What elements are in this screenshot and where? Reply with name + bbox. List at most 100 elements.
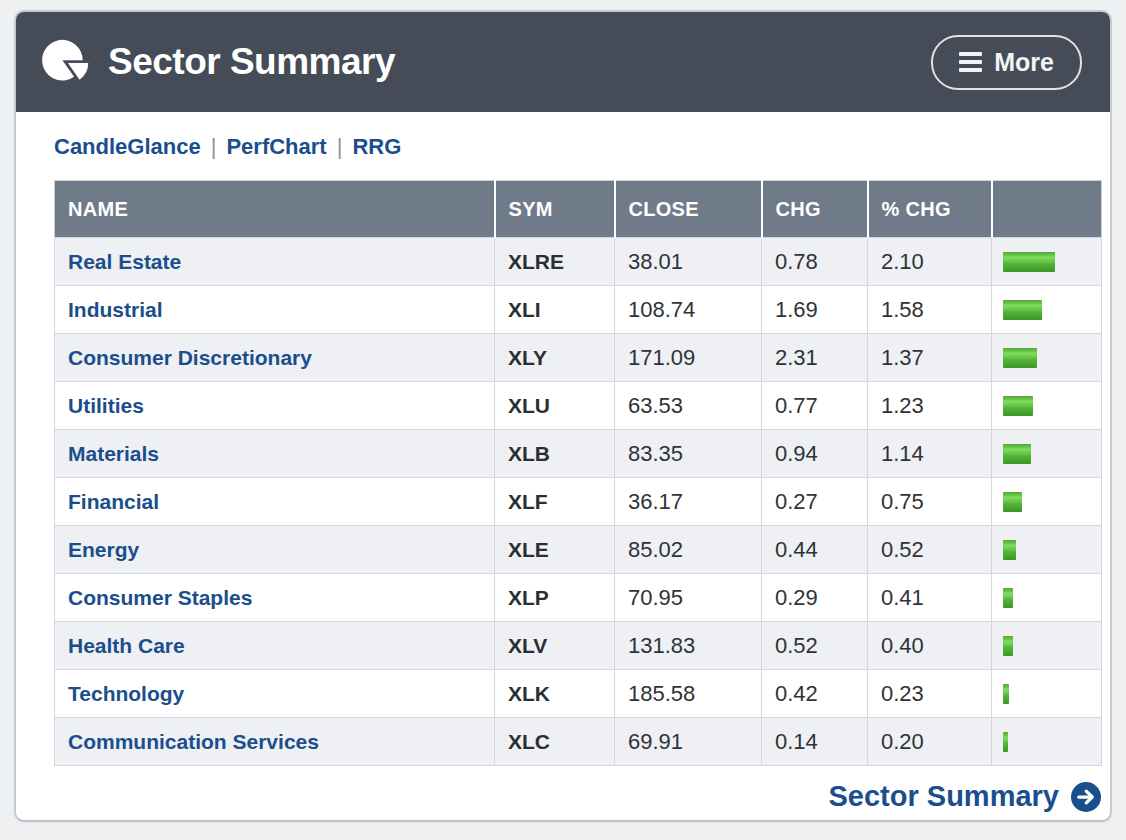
chg-cell: 0.42 — [762, 670, 868, 718]
pct-chg-cell: 0.40 — [868, 622, 992, 670]
pct-chg-bar-cell — [992, 670, 1102, 718]
sector-name-cell: Communication Services — [55, 718, 495, 766]
table-row: Consumer StaplesXLP70.950.290.41 — [55, 574, 1102, 622]
sector-name-cell: Technology — [55, 670, 495, 718]
pct-chg-bar — [1003, 348, 1037, 368]
symbol-cell: XLB — [495, 430, 615, 478]
close-cell: 69.91 — [615, 718, 762, 766]
table-row: UtilitiesXLU63.530.771.23 — [55, 382, 1102, 430]
pct-chg-bar-cell — [992, 334, 1102, 382]
sector-name-link[interactable]: Industrial — [68, 298, 163, 321]
pct-chg-bar — [1003, 588, 1013, 608]
close-cell: 108.74 — [615, 286, 762, 334]
column-header-chg: CHG — [762, 181, 868, 238]
chg-cell: 0.14 — [762, 718, 868, 766]
column-header-pctchg: % CHG — [868, 181, 992, 238]
table-row: Consumer Discretionary XLY171.092.311.37 — [55, 334, 1102, 382]
table-row: Energy XLE85.020.440.52 — [55, 526, 1102, 574]
pct-chg-cell: 0.52 — [868, 526, 992, 574]
pct-chg-bar-cell — [992, 478, 1102, 526]
sector-summary-widget: Sector Summary More CandleGlance | PerfCha… — [14, 10, 1112, 822]
close-cell: 83.35 — [615, 430, 762, 478]
symbol-cell: XLE — [495, 526, 615, 574]
symbol-cell: XLI — [495, 286, 615, 334]
close-cell: 85.02 — [615, 526, 762, 574]
sector-name-cell: Materials — [55, 430, 495, 478]
table-body: Real EstateXLRE38.010.782.10IndustrialXL… — [55, 238, 1102, 766]
close-cell: 131.83 — [615, 622, 762, 670]
sector-name-link[interactable]: Financial — [68, 490, 159, 513]
chg-cell: 0.78 — [762, 238, 868, 286]
symbol-cell: XLRE — [495, 238, 615, 286]
sector-name-link[interactable]: Technology — [68, 682, 184, 705]
symbol-cell: XLY — [495, 334, 615, 382]
table-row: Financial XLF36.170.270.75 — [55, 478, 1102, 526]
chg-cell: 0.44 — [762, 526, 868, 574]
pct-chg-cell: 2.10 — [868, 238, 992, 286]
pct-chg-bar — [1003, 636, 1013, 656]
pct-chg-bar — [1003, 300, 1042, 320]
sector-name-cell: Real Estate — [55, 238, 495, 286]
pct-chg-bar — [1003, 252, 1055, 272]
chg-cell: 1.69 — [762, 286, 868, 334]
table-header-row: NAME SYM CLOSE CHG % CHG — [55, 181, 1102, 238]
symbol-cell: XLV — [495, 622, 615, 670]
column-header-name: NAME — [55, 181, 495, 238]
candleglance-link[interactable]: CandleGlance — [54, 134, 201, 159]
symbol-cell: XLF — [495, 478, 615, 526]
table-row: MaterialsXLB83.350.941.14 — [55, 430, 1102, 478]
pct-chg-bar — [1003, 444, 1031, 464]
table-row: Health CareXLV131.830.520.40 — [55, 622, 1102, 670]
chart-tool-links: CandleGlance | PerfChart | RRG — [16, 112, 1110, 166]
sector-name-link[interactable]: Energy — [68, 538, 139, 561]
rrg-link[interactable]: RRG — [352, 134, 401, 159]
sector-name-link[interactable]: Health Care — [68, 634, 185, 657]
chg-cell: 2.31 — [762, 334, 868, 382]
pct-chg-cell: 1.58 — [868, 286, 992, 334]
widget-footer: Sector Summary — [54, 780, 1101, 813]
chg-cell: 0.94 — [762, 430, 868, 478]
sector-name-link[interactable]: Utilities — [68, 394, 144, 417]
pct-chg-cell: 0.75 — [868, 478, 992, 526]
arrow-right-circle-icon — [1071, 782, 1101, 812]
widget-title: Sector Summary — [108, 41, 931, 83]
sector-name-cell: Energy — [55, 526, 495, 574]
pct-chg-bar-cell — [992, 430, 1102, 478]
column-header-close: CLOSE — [615, 181, 762, 238]
symbol-cell: XLP — [495, 574, 615, 622]
pct-chg-cell: 0.23 — [868, 670, 992, 718]
footer-link-label: Sector Summary — [829, 780, 1060, 813]
pct-chg-bar — [1003, 492, 1022, 512]
chg-cell: 0.29 — [762, 574, 868, 622]
pie-chart-icon — [42, 38, 92, 86]
sector-summary-footer-link[interactable]: Sector Summary — [829, 780, 1102, 813]
symbol-cell: XLU — [495, 382, 615, 430]
table-row: TechnologyXLK185.580.420.23 — [55, 670, 1102, 718]
pct-chg-cell: 1.37 — [868, 334, 992, 382]
widget-header: Sector Summary More — [16, 12, 1110, 112]
sector-name-cell: Utilities — [55, 382, 495, 430]
pct-chg-cell: 1.23 — [868, 382, 992, 430]
sector-name-link[interactable]: Consumer Staples — [68, 586, 252, 609]
pct-chg-bar-cell — [992, 622, 1102, 670]
sector-name-cell: Industrial — [55, 286, 495, 334]
close-cell: 63.53 — [615, 382, 762, 430]
sector-name-link[interactable]: Communication Services — [68, 730, 319, 753]
sector-name-link[interactable]: Materials — [68, 442, 159, 465]
close-cell: 171.09 — [615, 334, 762, 382]
chg-cell: 0.27 — [762, 478, 868, 526]
sector-name-link[interactable]: Real Estate — [68, 250, 181, 273]
perfchart-link[interactable]: PerfChart — [226, 134, 326, 159]
more-button[interactable]: More — [931, 35, 1082, 90]
sector-name-link[interactable]: Consumer Discretionary — [68, 346, 312, 369]
sector-name-cell: Health Care — [55, 622, 495, 670]
link-separator: | — [337, 134, 343, 159]
pct-chg-cell: 0.41 — [868, 574, 992, 622]
close-cell: 36.17 — [615, 478, 762, 526]
symbol-cell: XLC — [495, 718, 615, 766]
hamburger-icon — [959, 52, 982, 72]
link-separator: | — [211, 134, 217, 159]
sector-name-cell: Financial — [55, 478, 495, 526]
pct-chg-bar-cell — [992, 238, 1102, 286]
table-row: Industrial XLI108.741.691.58 — [55, 286, 1102, 334]
